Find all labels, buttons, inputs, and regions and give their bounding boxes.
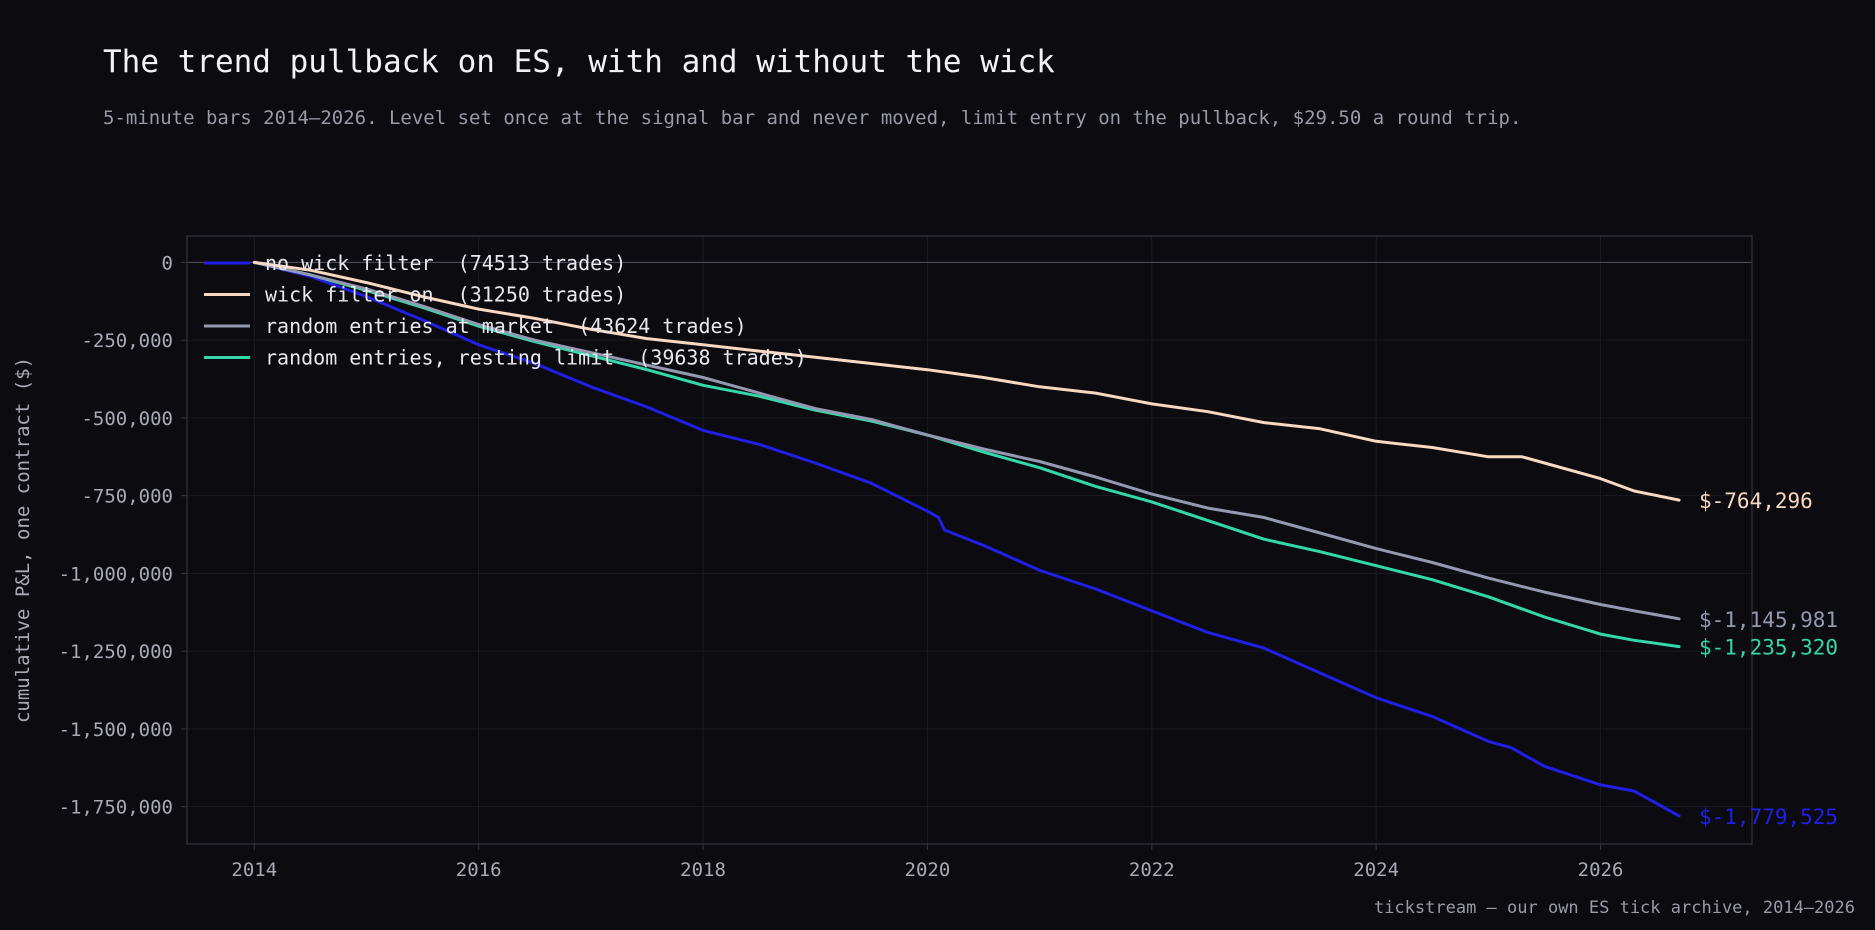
x-tick-label: 2026 (1578, 859, 1624, 881)
x-tick-label: 2018 (680, 859, 726, 881)
legend-entry: random entries, resting limit (39638 tra… (265, 346, 807, 370)
x-tick-label: 2022 (1129, 859, 1175, 881)
series-end-label: $-1,145,981 (1699, 608, 1838, 632)
x-tick-label: 2016 (456, 859, 502, 881)
legend: no wick filter (74513 trades) wick filter… (204, 251, 807, 370)
axes: 0 -250,000 -500,000 -750,000 -1,000,000 -1,25… (12, 235, 1753, 881)
y-tick-label: 0 (162, 252, 173, 274)
legend-entry: wick filter on (31250 trades) (265, 283, 626, 307)
legend-entry: no wick filter (74513 trades) (265, 251, 626, 275)
series-line (252, 260, 1681, 818)
series-line (252, 260, 1681, 621)
source-note: tickstream — our own ES tick archive, 20… (1373, 898, 1855, 918)
series-line (252, 260, 1681, 502)
y-tick-label: -500,000 (81, 408, 173, 430)
y-tick-label: -750,000 (81, 486, 173, 508)
y-tick-label: -1,000,000 (59, 563, 173, 585)
series-line (252, 260, 1681, 649)
series-end-label: $-1,779,525 (1699, 805, 1838, 829)
legend-entry: random entries at market (43624 trades) (265, 314, 747, 338)
y-axis-title: cumulative P&L, one contract ($) (12, 357, 34, 723)
y-tick-label: -250,000 (81, 330, 173, 352)
x-tick-label: 2020 (905, 859, 951, 881)
series-end-label: $-764,296 (1699, 489, 1813, 513)
grid (187, 236, 1752, 844)
chart-title: The trend pullback on ES, with and witho… (103, 44, 1055, 80)
series-end-label: $-1,235,320 (1699, 636, 1838, 660)
y-tick-label: -1,500,000 (59, 719, 173, 741)
plot-frame (186, 235, 1753, 845)
series-lines (252, 260, 1681, 818)
x-tick-label: 2014 (231, 859, 277, 881)
x-tick-label: 2024 (1353, 859, 1399, 881)
y-tick-label: -1,250,000 (59, 641, 173, 663)
end-labels: $-1,779,525 $-764,296 $-1,145,981 $-1,235,3… (1699, 489, 1838, 829)
chart-subtitle: 5-minute bars 2014–2026. Level set once … (103, 107, 1522, 129)
y-tick-label: -1,750,000 (59, 797, 173, 819)
